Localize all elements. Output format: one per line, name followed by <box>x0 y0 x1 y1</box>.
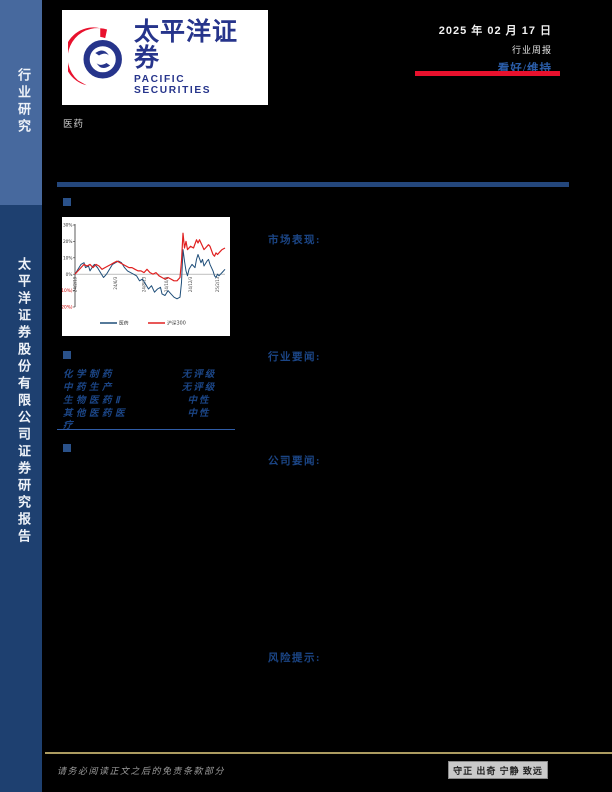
footer-motto: 守正 出奇 宁静 致远 <box>448 761 548 779</box>
section-divider-bar <box>57 182 569 187</box>
section-heading-company-news: 公司要闻: <box>268 456 321 467</box>
report-type: 行业周报 <box>511 45 552 55</box>
subindustry-name: 生物医药Ⅱ <box>63 396 124 406</box>
logo-box: 太平洋证券 PACIFIC SECURITIES <box>62 10 268 105</box>
svg-text:24/10/8: 24/10/8 <box>164 276 169 292</box>
bullet-square-icon <box>63 444 71 452</box>
svg-text:24/6/3: 24/6/3 <box>113 276 118 289</box>
subindustry-rating: 无评级 <box>181 370 217 380</box>
subindustry-rating: 无评级 <box>181 383 217 393</box>
logo-name-en: PACIFIC SECURITIES <box>134 74 212 96</box>
subindustry-name: 化学制药 <box>63 370 116 380</box>
svg-text:24/2/19: 24/2/19 <box>73 276 78 292</box>
svg-text:(10%): (10%) <box>62 288 73 294</box>
pacific-securities-logo-icon <box>68 26 122 85</box>
subindustry-ratings-table: 化学制药 无评级 中药生产 无评级 生物医药Ⅱ 中性 其他医药医疗 中性 <box>63 369 235 433</box>
table-underline <box>57 429 235 430</box>
footer-disclaimer: 请务必阅读正文之后的免责条款部分 <box>57 766 226 776</box>
logo-text: 太平洋证券 PACIFIC SECURITIES <box>134 19 262 96</box>
subindustry-rating: 中性 <box>187 409 211 419</box>
industry-name: 医药 <box>63 119 85 130</box>
performance-chart-svg: 30% 20% 10% 0% (10%) (20%) 24/2/19 24/6/3 24/8/1… <box>60 223 226 327</box>
svg-text:0%: 0% <box>66 272 73 278</box>
svg-text:20%: 20% <box>63 239 73 245</box>
bullet-square-icon <box>63 198 71 206</box>
svg-text:(20%): (20%) <box>62 305 73 311</box>
rating-underline-bar <box>415 71 560 76</box>
subindustry-rating: 中性 <box>187 396 211 406</box>
section-heading-risk: 风险提示: <box>268 653 321 664</box>
svg-text:30%: 30% <box>63 223 73 229</box>
logo-name-cn: 太平洋证券 <box>134 18 239 72</box>
performance-chart: 30% 20% 10% 0% (10%) (20%) 24/2/19 24/6/3 24/8/1… <box>60 217 230 336</box>
svg-text:10%: 10% <box>63 255 73 261</box>
table-row: 生物医药Ⅱ 中性 <box>63 395 235 407</box>
table-row: 中药生产 无评级 <box>63 382 235 394</box>
svg-text:医药: 医药 <box>119 320 129 327</box>
header-meta: 2025 年 02 月 17 日 行业周报 看好/维持 <box>330 22 552 76</box>
footer-rule <box>45 752 612 754</box>
bullet-square-icon <box>63 351 71 359</box>
report-date: 2025 年 02 月 17 日 <box>438 25 552 37</box>
table-row: 化学制药 无评级 <box>63 369 235 381</box>
svg-text:24/12/3: 24/12/3 <box>188 276 193 292</box>
svg-text:25/2/13: 25/2/13 <box>215 276 220 292</box>
sidebar-company-label: 太平洋证券股份有限公司证券研究报告 <box>16 257 31 546</box>
sidebar-top-band: 行业研究 <box>0 0 42 205</box>
svg-text:沪深300: 沪深300 <box>167 320 186 327</box>
section-heading-industry-news: 行业要闻: <box>268 352 321 363</box>
table-row: 其他医药医疗 中性 <box>63 408 235 432</box>
section-heading-market: 市场表现: <box>268 235 321 246</box>
subindustry-name: 中药生产 <box>63 383 116 393</box>
subindustry-name: 其他医药医疗 <box>63 409 129 431</box>
svg-text:24/8/13: 24/8/13 <box>142 276 147 292</box>
sidebar-category-label: 行业研究 <box>16 68 31 136</box>
sidebar-bottom-band: 太平洋证券股份有限公司证券研究报告 <box>0 205 42 792</box>
